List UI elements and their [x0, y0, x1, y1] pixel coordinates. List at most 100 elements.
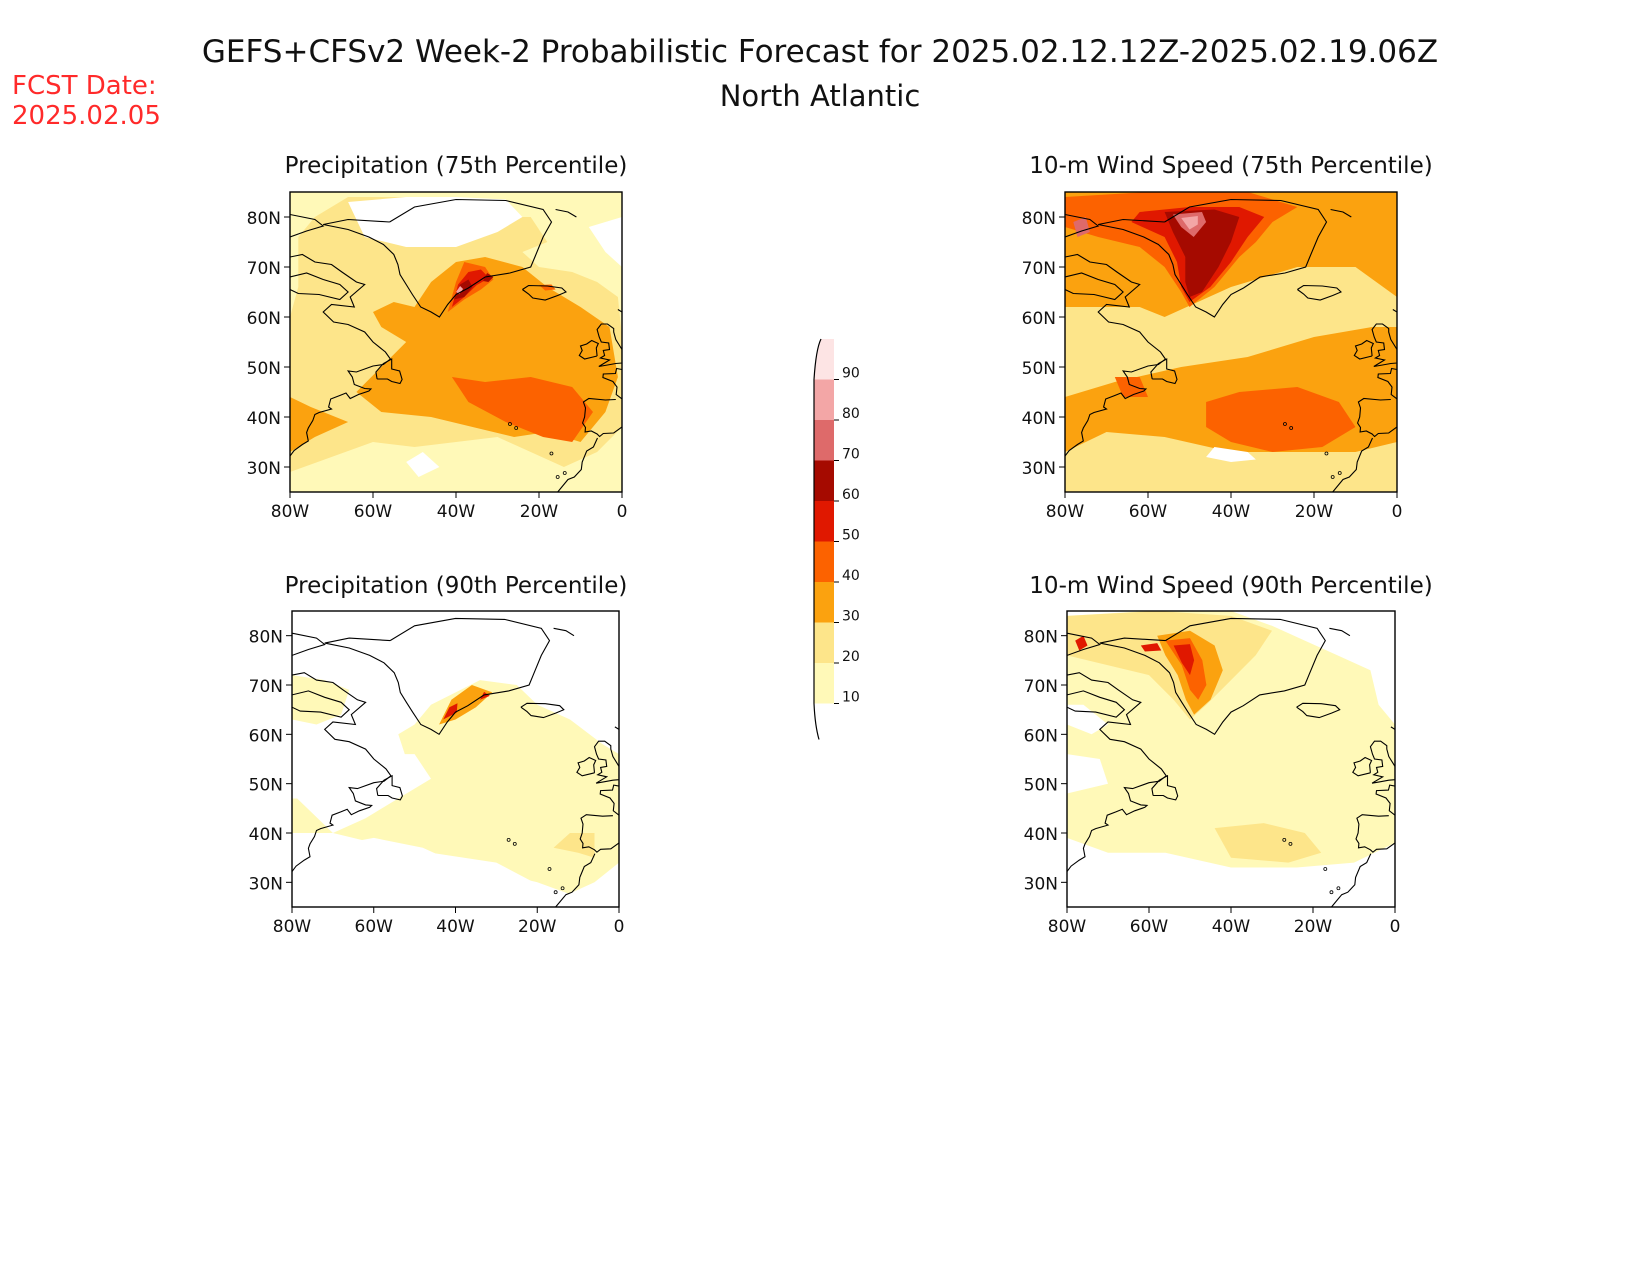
- island-1: [514, 426, 519, 430]
- colorbar-segment: [814, 541, 834, 582]
- lon-tick-label: 60W: [354, 502, 393, 522]
- island-2: [1323, 867, 1328, 871]
- coastline-gb: [596, 323, 622, 368]
- coastline-nAmerica: [290, 253, 392, 457]
- coastline-svalbard: [1330, 208, 1352, 218]
- colorbar-bottom-tail: [813, 703, 820, 740]
- colorbar-segment: [814, 460, 834, 501]
- panel-title-precip75: Precipitation (75th Percentile): [285, 153, 628, 179]
- lon-tick-label: 0: [617, 502, 628, 522]
- colorbar-top-edge: [813, 338, 822, 380]
- coastline-arctic1: [292, 632, 326, 656]
- colorbar: 90 80 70 60 50 40 30 20 10: [813, 338, 860, 740]
- fcst-date-label: FCST Date:: [12, 71, 157, 101]
- coastline-iceland: [520, 702, 565, 719]
- lat-tick-label: 30N: [247, 459, 281, 479]
- lat-tick-label: 30N: [1022, 459, 1056, 479]
- island-2: [547, 867, 552, 871]
- field-60pct: [1164, 209, 1240, 297]
- figure-title: GEFS+CFSv2 Week-2 Probabilistic Forecast…: [202, 34, 1438, 70]
- island-4: [562, 471, 567, 475]
- lon-tick-label: 40W: [1212, 917, 1251, 937]
- coastline-africa: [1332, 437, 1374, 492]
- lon-tick-label: 80W: [273, 917, 312, 937]
- coastline-arctic1: [1067, 632, 1101, 656]
- island-4: [1336, 886, 1341, 891]
- coastline-iberia: [581, 397, 622, 438]
- island-2: [549, 451, 554, 456]
- field-50pct-nw: [1140, 643, 1162, 652]
- island-1: [1288, 841, 1293, 846]
- coastline-africa: [557, 437, 599, 492]
- field-below-10-ne: [588, 217, 622, 267]
- lon-tick-label: 0: [614, 917, 625, 937]
- field-80pct: [1181, 216, 1198, 230]
- island-0: [1282, 838, 1287, 842]
- coastline-iberia: [579, 814, 619, 853]
- island-3: [1330, 475, 1335, 479]
- colorbar-segment: [814, 501, 834, 542]
- field-50pct: [443, 703, 458, 720]
- panel-title-wind90: 10-m Wind Speed (90th Percentile): [1029, 573, 1432, 599]
- field-10pct-baffin: [292, 675, 350, 725]
- coastline-newfoundland: [1150, 358, 1178, 385]
- coastline-ireland: [576, 756, 597, 777]
- coastline-greenland: [323, 198, 553, 318]
- lat-tick-label: 30N: [249, 874, 283, 894]
- panel-title-wind75: 10-m Wind Speed (75th Percentile): [1029, 153, 1432, 179]
- lon-tick-label: 80W: [271, 502, 310, 522]
- lat-tick-label: 40N: [1024, 825, 1058, 845]
- coastline-greenland: [1099, 617, 1326, 736]
- lat-tick-label: 50N: [1024, 776, 1058, 796]
- colorbar-segment: [814, 420, 834, 461]
- lon-tick-label: 80W: [1046, 502, 1085, 522]
- colorbar-segment: [814, 339, 834, 380]
- map-panel-wind75: [1065, 192, 1397, 492]
- coastline-svalbard: [1329, 627, 1351, 637]
- coastline-france: [602, 367, 622, 400]
- colorbar-segment: [814, 622, 834, 663]
- colorbar-tick-label: 10: [842, 690, 860, 706]
- field-20pct-core: [1214, 823, 1322, 863]
- island-0: [506, 838, 511, 842]
- colorbar-tick-label: 20: [842, 649, 860, 665]
- colorbar-tick-label: 60: [842, 487, 860, 503]
- lon-tick-label: 40W: [436, 917, 475, 937]
- lat-tick-label: 50N: [249, 776, 283, 796]
- lon-tick-label: 40W: [1212, 502, 1251, 522]
- coastline-gb: [1371, 323, 1397, 368]
- field-10pct: [1067, 611, 1395, 868]
- island-0: [508, 422, 512, 426]
- lat-tick-label: 70N: [247, 259, 281, 279]
- coastline-newfoundland: [375, 358, 403, 385]
- field-40pct-core: [1206, 387, 1356, 452]
- map-frames: 80N 70N 60N 50N 40N 30N 80W 60W 40W 20W 0 80N 70N 60N…: [247, 191, 1402, 937]
- lat-tick-label: 40N: [247, 409, 281, 429]
- island-1: [512, 841, 517, 846]
- lat-tick-label: 80N: [1022, 209, 1056, 229]
- lat-tick-label: 80N: [247, 209, 281, 229]
- map-panel-precip75: [290, 192, 622, 492]
- lat-tick-label: 50N: [247, 359, 281, 379]
- coastline-svalbard: [555, 208, 577, 218]
- field-60pct-b: [483, 273, 494, 282]
- field-80pct: [456, 286, 464, 294]
- fcst-date-value: 2025.02.05: [12, 101, 161, 131]
- coastline-iceland: [1297, 284, 1342, 301]
- coastline-france: [1375, 784, 1395, 816]
- coastline-gb: [593, 740, 619, 784]
- coastline-baffin: [290, 272, 349, 301]
- colorbar-tick-label: 50: [842, 528, 860, 544]
- lat-tick-label: 40N: [1022, 409, 1056, 429]
- coastline-greenland: [1098, 198, 1328, 318]
- colorbar-tick-label: 70: [842, 447, 860, 463]
- coastline-baffin: [1065, 272, 1124, 301]
- coastline-svalbard: [553, 627, 575, 637]
- colorbar-tick-label: 90: [842, 366, 860, 382]
- field-20pct: [553, 833, 595, 858]
- coastline-iberia: [1356, 397, 1397, 438]
- field-50pct-b: [480, 691, 490, 700]
- lat-tick-label: 30N: [1024, 874, 1058, 894]
- coastline-nAmerica: [1067, 672, 1167, 872]
